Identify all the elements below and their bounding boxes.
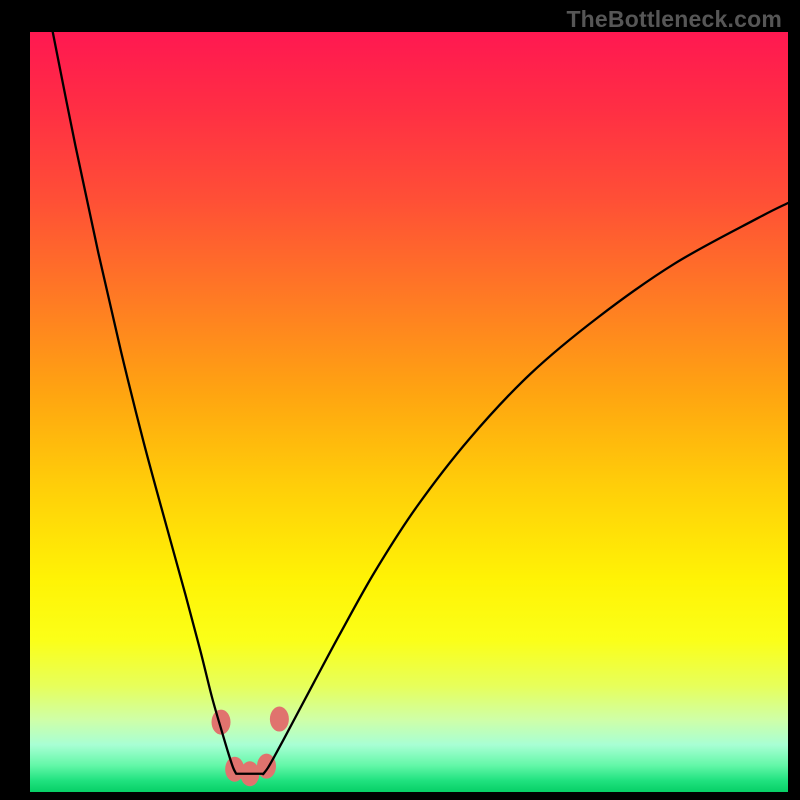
plot-background [30, 32, 788, 792]
watermark-text: TheBottleneck.com [566, 6, 782, 33]
curve-marker [270, 707, 289, 732]
stage: TheBottleneck.com [0, 0, 800, 800]
bottleneck-chart [0, 0, 800, 800]
